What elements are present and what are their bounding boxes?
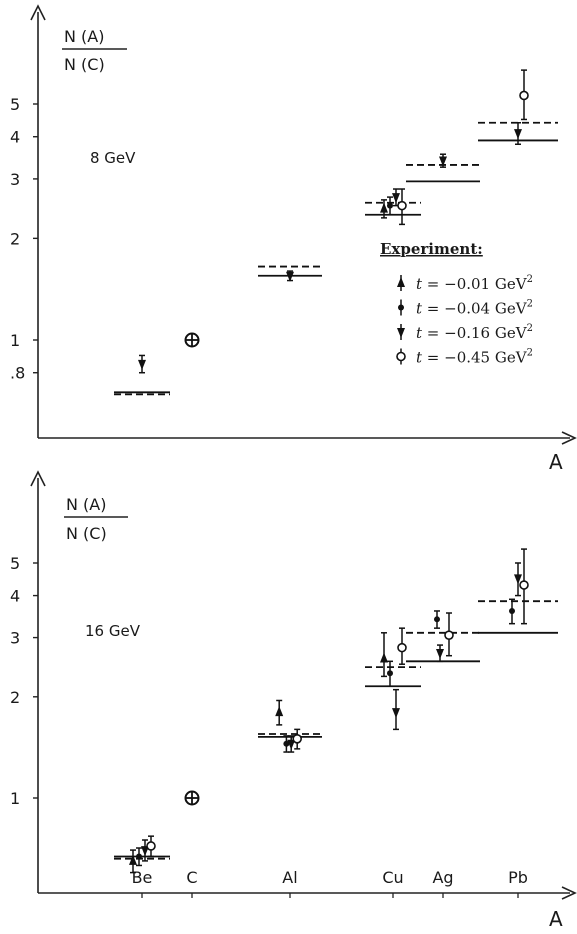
y-tick-label: 2: [10, 229, 20, 248]
legend-label: t = −0.45 GeV2: [416, 348, 533, 367]
x-tick-label: Cu: [382, 868, 403, 887]
data-point-ag: [439, 156, 447, 167]
y-tick-label: 4: [10, 128, 20, 147]
data-point-ag: [444, 630, 454, 640]
y-tick-label: 5: [10, 554, 20, 573]
x-axis-arrowhead: [561, 886, 577, 900]
panel-label: 16 GeV: [85, 622, 141, 640]
y-tick-label: .8: [10, 364, 25, 383]
x-tick-label: Al: [282, 868, 297, 887]
y-tick-label: 3: [10, 629, 20, 648]
data-point-cu: [392, 708, 400, 719]
data-point-cu: [387, 202, 393, 209]
data-point-al: [286, 271, 294, 282]
data-point-cu: [397, 642, 407, 653]
data-point-ag: [434, 616, 440, 623]
legend-marker: [397, 328, 405, 338]
data-point-al: [275, 706, 284, 717]
y-axis-label-denominator: N (C): [66, 524, 107, 543]
panel-16gev: N (A) N (C) 16 GeV A 1 2 3 4 5 Be C Al Cu Ag Pb: [10, 470, 577, 931]
data-point-ag: [436, 648, 444, 659]
data-point-pb: [519, 90, 529, 101]
legend-title: Experiment:: [380, 240, 483, 258]
legend-label: t = −0.01 GeV2: [416, 274, 533, 293]
y-tick-label: 2: [10, 688, 20, 707]
y-tick-label: 1: [10, 331, 20, 350]
legend-label: t = −0.04 GeV2: [416, 299, 533, 318]
y-axis-label-numerator: N (A): [66, 495, 106, 514]
x-tick-label: Ag: [432, 868, 453, 887]
y-axis-arrowhead: [30, 4, 46, 21]
x-tick-label: Be: [132, 868, 153, 887]
y-tick-label: 3: [10, 170, 20, 189]
legend-marker: [396, 351, 406, 362]
data-point-al: [283, 740, 290, 747]
x-axis-arrowhead: [561, 431, 577, 445]
legend-marker: [397, 277, 405, 287]
x-tick-label: Pb: [508, 868, 528, 887]
x-axis-label: A: [549, 907, 563, 931]
data-point-be: [129, 854, 137, 865]
x-category-labels: Be C Al Cu Ag Pb: [132, 868, 528, 898]
data-point-be: [138, 359, 146, 370]
theory-lines: [114, 600, 558, 860]
panel-label: 8 GeV: [90, 149, 136, 167]
y-axis-label-denominator: N (C): [64, 55, 105, 74]
y-tick-label: 4: [10, 587, 20, 606]
legend-entries: t = −0.01 GeV2 t = −0.04 GeV2 t = −0.16 Ge…: [396, 274, 533, 367]
x-axis-label: A: [549, 450, 563, 474]
y-ticks: 1 2 3 4 5: [10, 554, 38, 808]
data-point-cu: [380, 202, 388, 213]
y-tick-label: 1: [10, 789, 20, 808]
data-point-be: [146, 841, 156, 851]
data-point-al: [292, 733, 303, 744]
data-point-al: [287, 739, 296, 750]
data-point-pb: [514, 129, 522, 140]
data-point-cu: [387, 670, 393, 677]
data-point-cu: [392, 193, 400, 204]
legend-marker: [398, 304, 404, 311]
data-point-cu: [380, 652, 388, 663]
legend: Experiment: t = −0.01 GeV2 t = −0.04 GeV2…: [380, 240, 533, 367]
data-point-cu: [397, 200, 407, 211]
y-ticks: .8 1 2 3 4 5: [10, 95, 38, 383]
y-tick-label: 5: [10, 95, 20, 114]
data-point-pb: [519, 580, 529, 590]
panel-8gev: N (A) N (C) 8 GeV A .8 1 2 3 4 5 Experiment: …: [10, 4, 577, 474]
x-tick-label: C: [186, 868, 197, 887]
data-point-pb: [514, 574, 522, 585]
y-axis-arrowhead: [30, 470, 46, 487]
data-point-pb: [509, 607, 515, 614]
legend-label: t = −0.16 GeV2: [416, 323, 533, 342]
y-axis-label-numerator: N (A): [64, 27, 104, 46]
data-point-be: [136, 853, 142, 860]
data-points: [138, 69, 529, 374]
data-points: [129, 548, 529, 874]
